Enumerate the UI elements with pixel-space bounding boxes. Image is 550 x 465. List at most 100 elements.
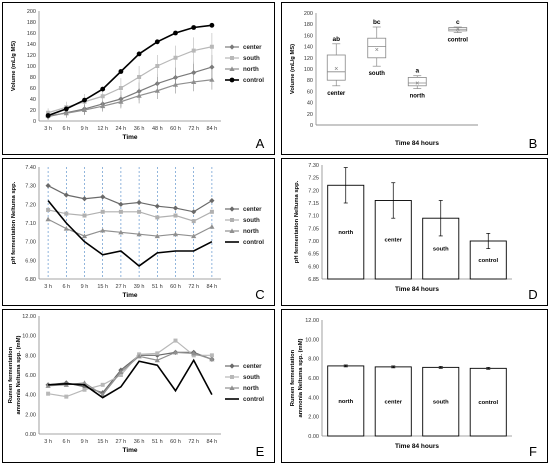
y-axis-title: pH fermentation Neltuma spp. — [11, 181, 17, 264]
data-point — [100, 209, 105, 214]
mean-marker: × — [375, 47, 379, 54]
data-point — [45, 183, 51, 189]
data-point — [172, 349, 179, 355]
y-tick-label: 6.00 — [308, 376, 319, 382]
data-point — [100, 227, 106, 233]
category-label: control — [448, 38, 469, 44]
y-tick-label: 7.25 — [308, 176, 319, 182]
data-point — [209, 64, 215, 70]
data-point — [100, 382, 105, 387]
y-tick-label: 2.00 — [308, 415, 319, 421]
data-point — [229, 363, 235, 369]
data-point — [82, 213, 87, 218]
data-point — [118, 99, 124, 104]
data-point — [82, 387, 87, 392]
x-tick-label: 27 h — [116, 439, 127, 445]
category-label: north — [410, 94, 426, 100]
y-tick-label: 180 — [27, 20, 36, 26]
panel-letter: F — [529, 444, 537, 459]
category-label: center — [327, 91, 346, 97]
data-point — [100, 103, 106, 109]
y-tick-label: 7.30 — [25, 184, 36, 190]
data-point — [209, 356, 215, 362]
legend-label: center — [243, 363, 262, 370]
panel-C: 6.80 6.90 7.00 7.10 7.20 7.30 7.40 3 h 6 h 9 h 15 … — [2, 158, 275, 306]
data-point — [137, 75, 142, 79]
data-point — [229, 206, 235, 212]
y-tick-label: 160 — [304, 33, 313, 39]
data-point — [229, 77, 235, 83]
y-tick-label: 140 — [304, 45, 313, 51]
data-point — [63, 110, 69, 116]
data-point — [229, 44, 235, 50]
data-point — [46, 207, 51, 212]
x-tick-label: 27 h — [116, 284, 127, 290]
data-point — [209, 44, 214, 49]
y-tick-label: 6.90 — [308, 264, 319, 270]
data-point — [209, 209, 214, 214]
y-tick-label: 6.85 — [308, 277, 319, 283]
significance-letter: c — [456, 19, 460, 26]
data-point — [209, 77, 215, 82]
legend-label: north — [243, 385, 259, 392]
chart-D-svg: 6.85 6.90 6.95 7.00 7.05 7.10 7.15 7.20 7.25 7.30… — [294, 163, 538, 302]
data-point — [191, 25, 197, 30]
data-point — [46, 391, 51, 396]
bar-south — [422, 366, 460, 437]
chart-C-svg: 6.80 6.90 7.00 7.10 7.20 7.30 7.40 3 h 6 h 9 h 15 … — [11, 165, 265, 302]
chart-E-svg: 0.00 2.00 4.00 6.00 8.00 10.00 12.00 3 h 6 h 9 h 1… — [8, 314, 265, 459]
data-point — [191, 79, 197, 84]
x-tick-label: 39 h — [134, 284, 145, 290]
x-axis-title: Time — [122, 134, 137, 141]
category-label: south — [433, 247, 449, 253]
y-tick-label: 10.00 — [22, 334, 36, 340]
series-line-control — [47, 24, 212, 117]
y-tick-label: 0 — [33, 119, 36, 125]
data-point — [45, 383, 51, 388]
mean-marker: × — [334, 66, 338, 73]
x-tick-label: 6 h — [62, 439, 70, 445]
y-axis-title: Rumen fermentation — [8, 346, 14, 403]
y-tick-label: 12.00 — [305, 318, 319, 324]
box-south — [367, 37, 387, 59]
data-point — [118, 369, 124, 375]
data-point — [173, 55, 178, 60]
panel-B: 0 20 40 60 80 100 120 140 160 180 200 Volume (mL/g … — [281, 2, 548, 155]
data-point — [155, 215, 160, 220]
series-line-south — [47, 209, 213, 222]
x-tick-label: 51 h — [152, 439, 163, 445]
series-line-south — [48, 339, 212, 398]
x-tick-label: 6 h — [62, 126, 70, 132]
bar-control — [469, 367, 507, 437]
x-tick-label: 84 h — [207, 284, 218, 290]
x-tick-label: 60 h — [170, 284, 181, 290]
data-point — [100, 94, 105, 99]
y-tick-label: 20 — [30, 108, 36, 114]
data-point — [136, 353, 142, 359]
series-line-center — [48, 351, 213, 394]
data-point — [229, 385, 235, 390]
data-point — [118, 209, 123, 214]
x-tick-label: 9 h — [81, 126, 89, 132]
category-label: south — [369, 71, 386, 77]
y-tick-label: 180 — [304, 22, 313, 28]
panel-letter: A — [256, 136, 265, 151]
legend-label: south — [243, 217, 260, 224]
data-point — [81, 107, 88, 112]
data-point — [230, 375, 234, 379]
x-tick-label: 24 h — [116, 126, 127, 132]
data-point — [63, 192, 69, 198]
data-point — [64, 394, 69, 399]
data-point — [154, 39, 160, 45]
data-point — [118, 201, 124, 207]
x-tick-label: 3 h — [44, 284, 52, 290]
panel-F: 0.00 2.00 4.00 6.00 8.00 10.00 12.00 Rumen ferm… — [281, 309, 548, 463]
data-point — [209, 224, 215, 229]
y-tick-label: 40 — [30, 97, 36, 103]
category-label: north — [338, 399, 353, 405]
chart-B-svg: 0 20 40 60 80 100 120 140 160 180 200 Volume (mL/g … — [290, 11, 537, 151]
series-line-center — [47, 185, 213, 213]
y-tick-label: 7.15 — [308, 201, 319, 207]
data-point — [154, 88, 160, 93]
panel-E: 0.00 2.00 4.00 6.00 8.00 10.00 12.00 3 h 6 h 9 h 1… — [2, 309, 275, 463]
